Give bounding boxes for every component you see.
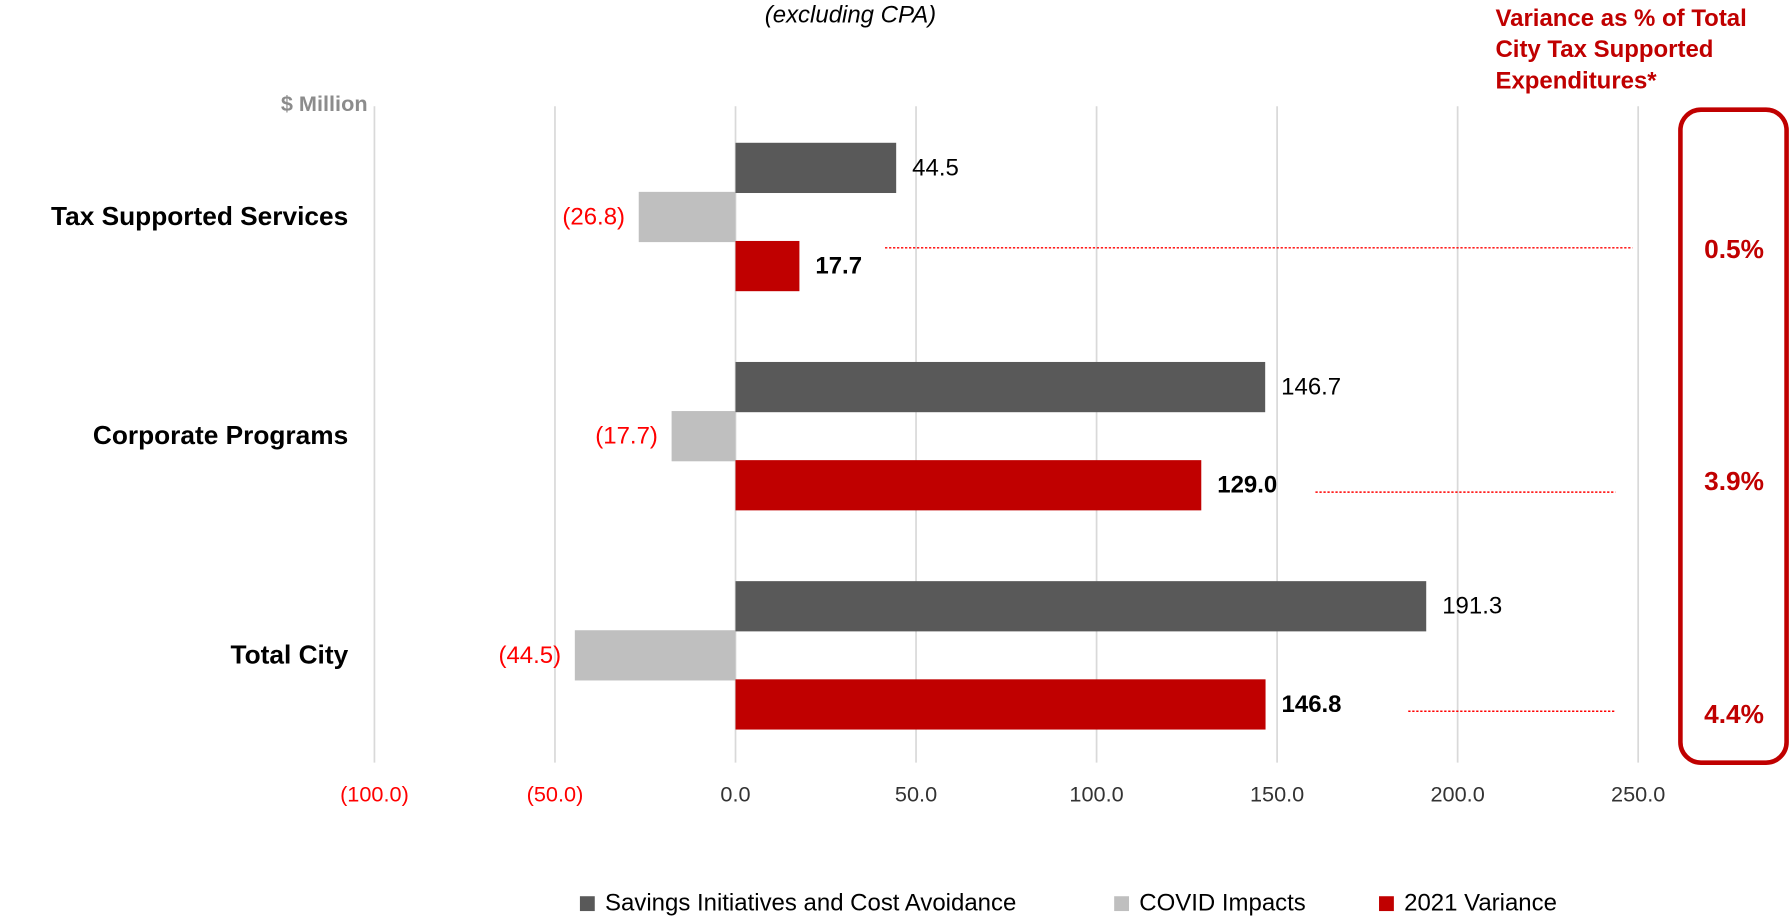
value-label: (26.8) — [562, 203, 625, 230]
category-label: Total City — [231, 639, 349, 669]
bar — [638, 191, 736, 243]
legend-swatch — [1114, 896, 1130, 912]
value-label: 17.7 — [815, 253, 862, 280]
value-label: 44.5 — [912, 154, 959, 181]
bar — [735, 361, 1266, 413]
bar — [735, 142, 897, 194]
side-title: Variance as % of Total — [1495, 5, 1746, 32]
side-value: 4.4% — [1704, 699, 1764, 729]
legend-swatch — [1379, 896, 1394, 912]
legend-label: COVID Impacts — [1139, 890, 1305, 917]
legend-label: 2021 Variance — [1404, 890, 1557, 917]
side-value: 0.5% — [1704, 234, 1764, 264]
value-label: 146.7 — [1281, 374, 1341, 401]
category-label: Corporate Programs — [93, 420, 348, 450]
side-title: City Tax Supported — [1495, 36, 1713, 63]
x-tick-label: 50.0 — [895, 782, 937, 807]
side-box — [1678, 107, 1789, 765]
x-tick-label: 0.0 — [720, 782, 750, 807]
value-label: (44.5) — [499, 642, 562, 669]
value-label: 191.3 — [1442, 593, 1502, 620]
chart-title: (excluding CPA) — [765, 1, 936, 28]
x-tick-label: (50.0) — [527, 782, 584, 807]
x-tick-label: 200.0 — [1430, 782, 1484, 807]
bar — [735, 581, 1427, 632]
value-label: 146.8 — [1282, 691, 1342, 718]
bar — [735, 460, 1202, 511]
x-tick-label: 250.0 — [1611, 782, 1665, 807]
x-tick-label: (100.0) — [340, 782, 409, 807]
side-value: 3.9% — [1704, 466, 1764, 496]
x-tick-label: 100.0 — [1069, 782, 1123, 807]
bar — [574, 630, 736, 681]
legend-label: Savings Initiatives and Cost Avoidance — [605, 890, 1016, 917]
value-label: (17.7) — [595, 423, 658, 450]
bar — [735, 240, 800, 292]
category-label: Tax Supported Services — [51, 201, 348, 231]
x-tick-label: 150.0 — [1250, 782, 1304, 807]
axis-label: $ Million — [281, 91, 368, 116]
side-title: Expenditures* — [1495, 68, 1657, 95]
legend-swatch — [579, 896, 595, 912]
bar — [671, 411, 736, 462]
bar — [735, 679, 1266, 730]
value-label: 129.0 — [1217, 472, 1277, 499]
